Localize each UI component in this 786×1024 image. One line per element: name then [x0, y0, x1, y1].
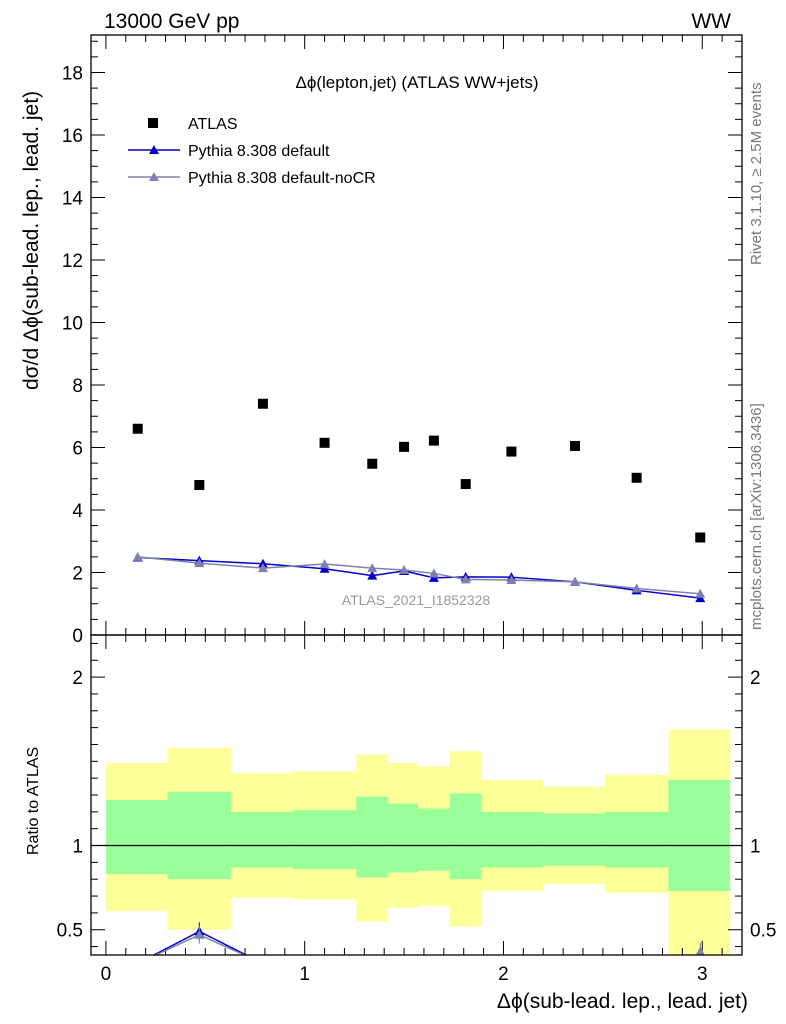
- ratio-ytick-label-right: 0.5: [750, 921, 776, 942]
- mc-point-2: [506, 575, 517, 584]
- main-ytick-label: 8: [72, 376, 83, 397]
- ratio-band-green: [105, 800, 168, 875]
- ratio-ytick-label: 0.5: [57, 921, 83, 942]
- atlas-point: [367, 458, 378, 469]
- atlas-point: [194, 480, 205, 490]
- ratio-band-green: [417, 808, 450, 871]
- legend-marker-atlas: [148, 118, 158, 128]
- main-ytick-label: 0: [72, 626, 83, 647]
- ratio-ytick-label-right: 1: [750, 837, 761, 858]
- ratio-band-green: [356, 796, 389, 878]
- mc-point-2: [695, 588, 706, 598]
- main-title: Δϕ(lepton,jet) (ATLAS WW+jets): [295, 73, 538, 92]
- ratio-band-green: [292, 810, 357, 870]
- main-ytick-label: 12: [62, 251, 83, 272]
- main-panel: 0 2 4 6 8 10 12 14 16 18 Δϕ(lepton,jet) (ATLAS WW…: [20, 34, 743, 647]
- mc-point-2: [194, 558, 205, 568]
- main-ytick-label: 6: [72, 439, 83, 460]
- ratio-band-green: [543, 813, 605, 866]
- mc-point-2: [399, 565, 410, 574]
- atlas-point: [631, 472, 642, 483]
- legend: ATLAS Pythia 8.308 default Pythia 8.308 de…: [128, 116, 376, 187]
- ratio-ylabel: Ratio to ATLAS: [25, 747, 42, 855]
- ratio-band-green: [167, 791, 232, 880]
- atlas-point: [132, 423, 143, 434]
- main-ytick-label: 4: [72, 501, 83, 522]
- main-ytick-label: 18: [62, 64, 83, 85]
- ratio-point-1: [194, 929, 205, 939]
- atlas-point: [506, 446, 517, 457]
- ratio-ytick-label: 2: [72, 668, 83, 689]
- ratio-band-green: [481, 811, 544, 868]
- legend-marker-1: [149, 145, 159, 154]
- mc-point-2: [631, 583, 642, 593]
- ratio-panel: 0.5 0.5 1 1 2 2 0 1 2 3 Ratio to ATLAS Δϕ(sub-lea…: [25, 634, 776, 1013]
- atlas-point: [399, 441, 410, 452]
- ratio-band-green: [388, 803, 418, 873]
- ratio-band-green: [604, 811, 669, 868]
- mc-line-2: [137, 556, 701, 595]
- atlas-point: [460, 479, 471, 490]
- mc-point-2: [570, 576, 581, 586]
- atlas-point: [257, 398, 268, 409]
- ratio-frame: [90, 634, 743, 956]
- x-tick-label: 0: [101, 964, 112, 985]
- mc-point-2: [257, 563, 268, 573]
- legend-label-2: Pythia 8.308 default-noCR: [188, 170, 376, 187]
- mc-point-2: [460, 574, 471, 584]
- mc-point-2: [428, 568, 439, 578]
- ratio-band-green: [231, 811, 293, 868]
- energy-label: 13000 GeV pp: [104, 10, 239, 33]
- mc-point-2: [367, 563, 378, 573]
- legend-label-1: Pythia 8.308 default: [188, 143, 330, 160]
- atlas-point: [319, 437, 330, 448]
- rivet-label: Rivet 3.1.10, ≥ 2.5M events: [748, 83, 765, 266]
- mc-point-2: [319, 559, 330, 569]
- ratio-band-green: [668, 779, 731, 891]
- mc-point-1: [367, 570, 378, 580]
- x-tick-label: 1: [299, 964, 310, 985]
- ratio-ytick-label-right: 2: [750, 668, 761, 689]
- main-ytick-label: 2: [72, 564, 83, 585]
- x-tick-label: 2: [498, 964, 509, 985]
- watermark: ATLAS_2021_I1852328: [342, 592, 491, 608]
- mcplots-label: mcplots.cern.ch [arXiv:1306.3436]: [748, 403, 765, 630]
- x-axis-label: Δϕ(sub-lead. lep., lead. jet): [497, 990, 748, 1013]
- atlas-point: [695, 532, 706, 543]
- x-tick-label: 3: [697, 964, 708, 985]
- ratio-point-1: [695, 946, 705, 955]
- ratio-line-1: [154, 933, 247, 955]
- process-label: WW: [691, 10, 731, 33]
- main-ytick-label: 14: [62, 189, 84, 210]
- main-ylabel: dσ/d Δϕ(sub-lead. lep., lead. jet): [20, 91, 43, 390]
- main-ytick-label: 16: [62, 126, 83, 147]
- ratio-band-green: [449, 793, 482, 880]
- ratio-ytick-label: 1: [72, 837, 83, 858]
- mc-point-1: [319, 563, 330, 573]
- atlas-point: [570, 440, 581, 451]
- mc-point-2: [132, 551, 143, 561]
- legend-label-0: ATLAS: [188, 116, 238, 133]
- legend-marker-2: [149, 172, 159, 181]
- main-ytick-label: 10: [62, 314, 83, 335]
- atlas-point: [428, 435, 439, 446]
